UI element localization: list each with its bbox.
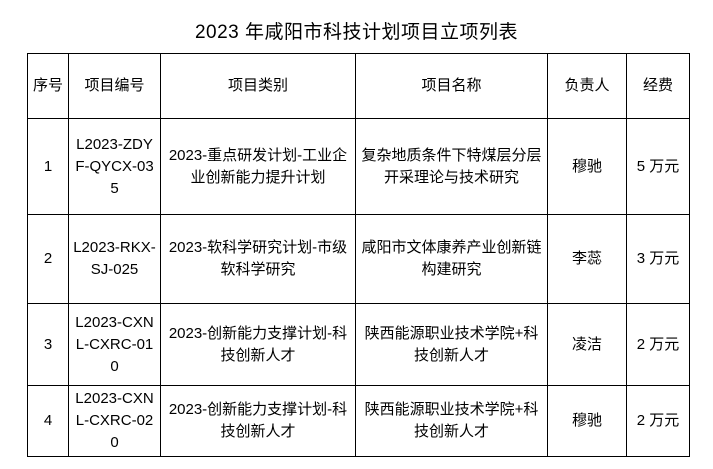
cell-leader: 穆驰 <box>547 385 627 457</box>
header-no: 序号 <box>27 53 69 119</box>
table-row: 1 L2023-ZDYF-QYCX-035 2023-重点研发计划-工业企业创新… <box>27 118 690 215</box>
cell-name: 咸阳市文体康养产业创新链构建研究 <box>355 214 548 304</box>
cell-name: 复杂地质条件下特煤层分层开采理论与技术研究 <box>355 118 548 215</box>
header-name: 项目名称 <box>355 53 548 119</box>
cell-category: 2023-软科学研究计划-市级软科学研究 <box>160 214 356 304</box>
cell-name: 陕西能源职业技术学院+科技创新人才 <box>355 303 548 386</box>
header-fund: 经费 <box>626 53 690 119</box>
cell-leader: 李蕊 <box>547 214 627 304</box>
cell-no: 4 <box>27 385 69 457</box>
cell-category: 2023-创新能力支撑计划-科技创新人才 <box>160 303 356 386</box>
table-row: 2 L2023-RKX-SJ-025 2023-软科学研究计划-市级软科学研究 … <box>27 214 690 304</box>
cell-no: 1 <box>27 118 69 215</box>
cell-category: 2023-创新能力支撑计划-科技创新人才 <box>160 385 356 457</box>
cell-fund: 5 万元 <box>626 118 690 215</box>
cell-fund: 2 万元 <box>626 303 690 386</box>
header-category: 项目类别 <box>160 53 356 119</box>
cell-no: 2 <box>27 214 69 304</box>
table-row: 3 L2023-CXNL-CXRC-010 2023-创新能力支撑计划-科技创新… <box>27 303 690 386</box>
cell-code: L2023-CXNL-CXRC-010 <box>68 303 161 386</box>
table-header-row: 序号 项目编号 项目类别 项目名称 负责人 经费 <box>27 53 690 119</box>
cell-name: 陕西能源职业技术学院+科技创新人才 <box>355 385 548 457</box>
projects-table: 序号 项目编号 项目类别 项目名称 负责人 经费 1 L2023-ZDYF-QY… <box>27 53 690 457</box>
cell-no: 3 <box>27 303 69 386</box>
cell-code: L2023-CXNL-CXRC-020 <box>68 385 161 457</box>
table-row: 4 L2023-CXNL-CXRC-020 2023-创新能力支撑计划-科技创新… <box>27 385 690 457</box>
cell-fund: 2 万元 <box>626 385 690 457</box>
header-code: 项目编号 <box>68 53 161 119</box>
cell-code: L2023-ZDYF-QYCX-035 <box>68 118 161 215</box>
cell-category: 2023-重点研发计划-工业企业创新能力提升计划 <box>160 118 356 215</box>
page-title: 2023 年咸阳市科技计划项目立项列表 <box>194 22 519 43</box>
cell-fund: 3 万元 <box>626 214 690 304</box>
cell-code: L2023-RKX-SJ-025 <box>68 214 161 304</box>
cell-leader: 穆驰 <box>547 118 627 215</box>
header-leader: 负责人 <box>547 53 627 119</box>
cell-leader: 凌洁 <box>547 303 627 386</box>
